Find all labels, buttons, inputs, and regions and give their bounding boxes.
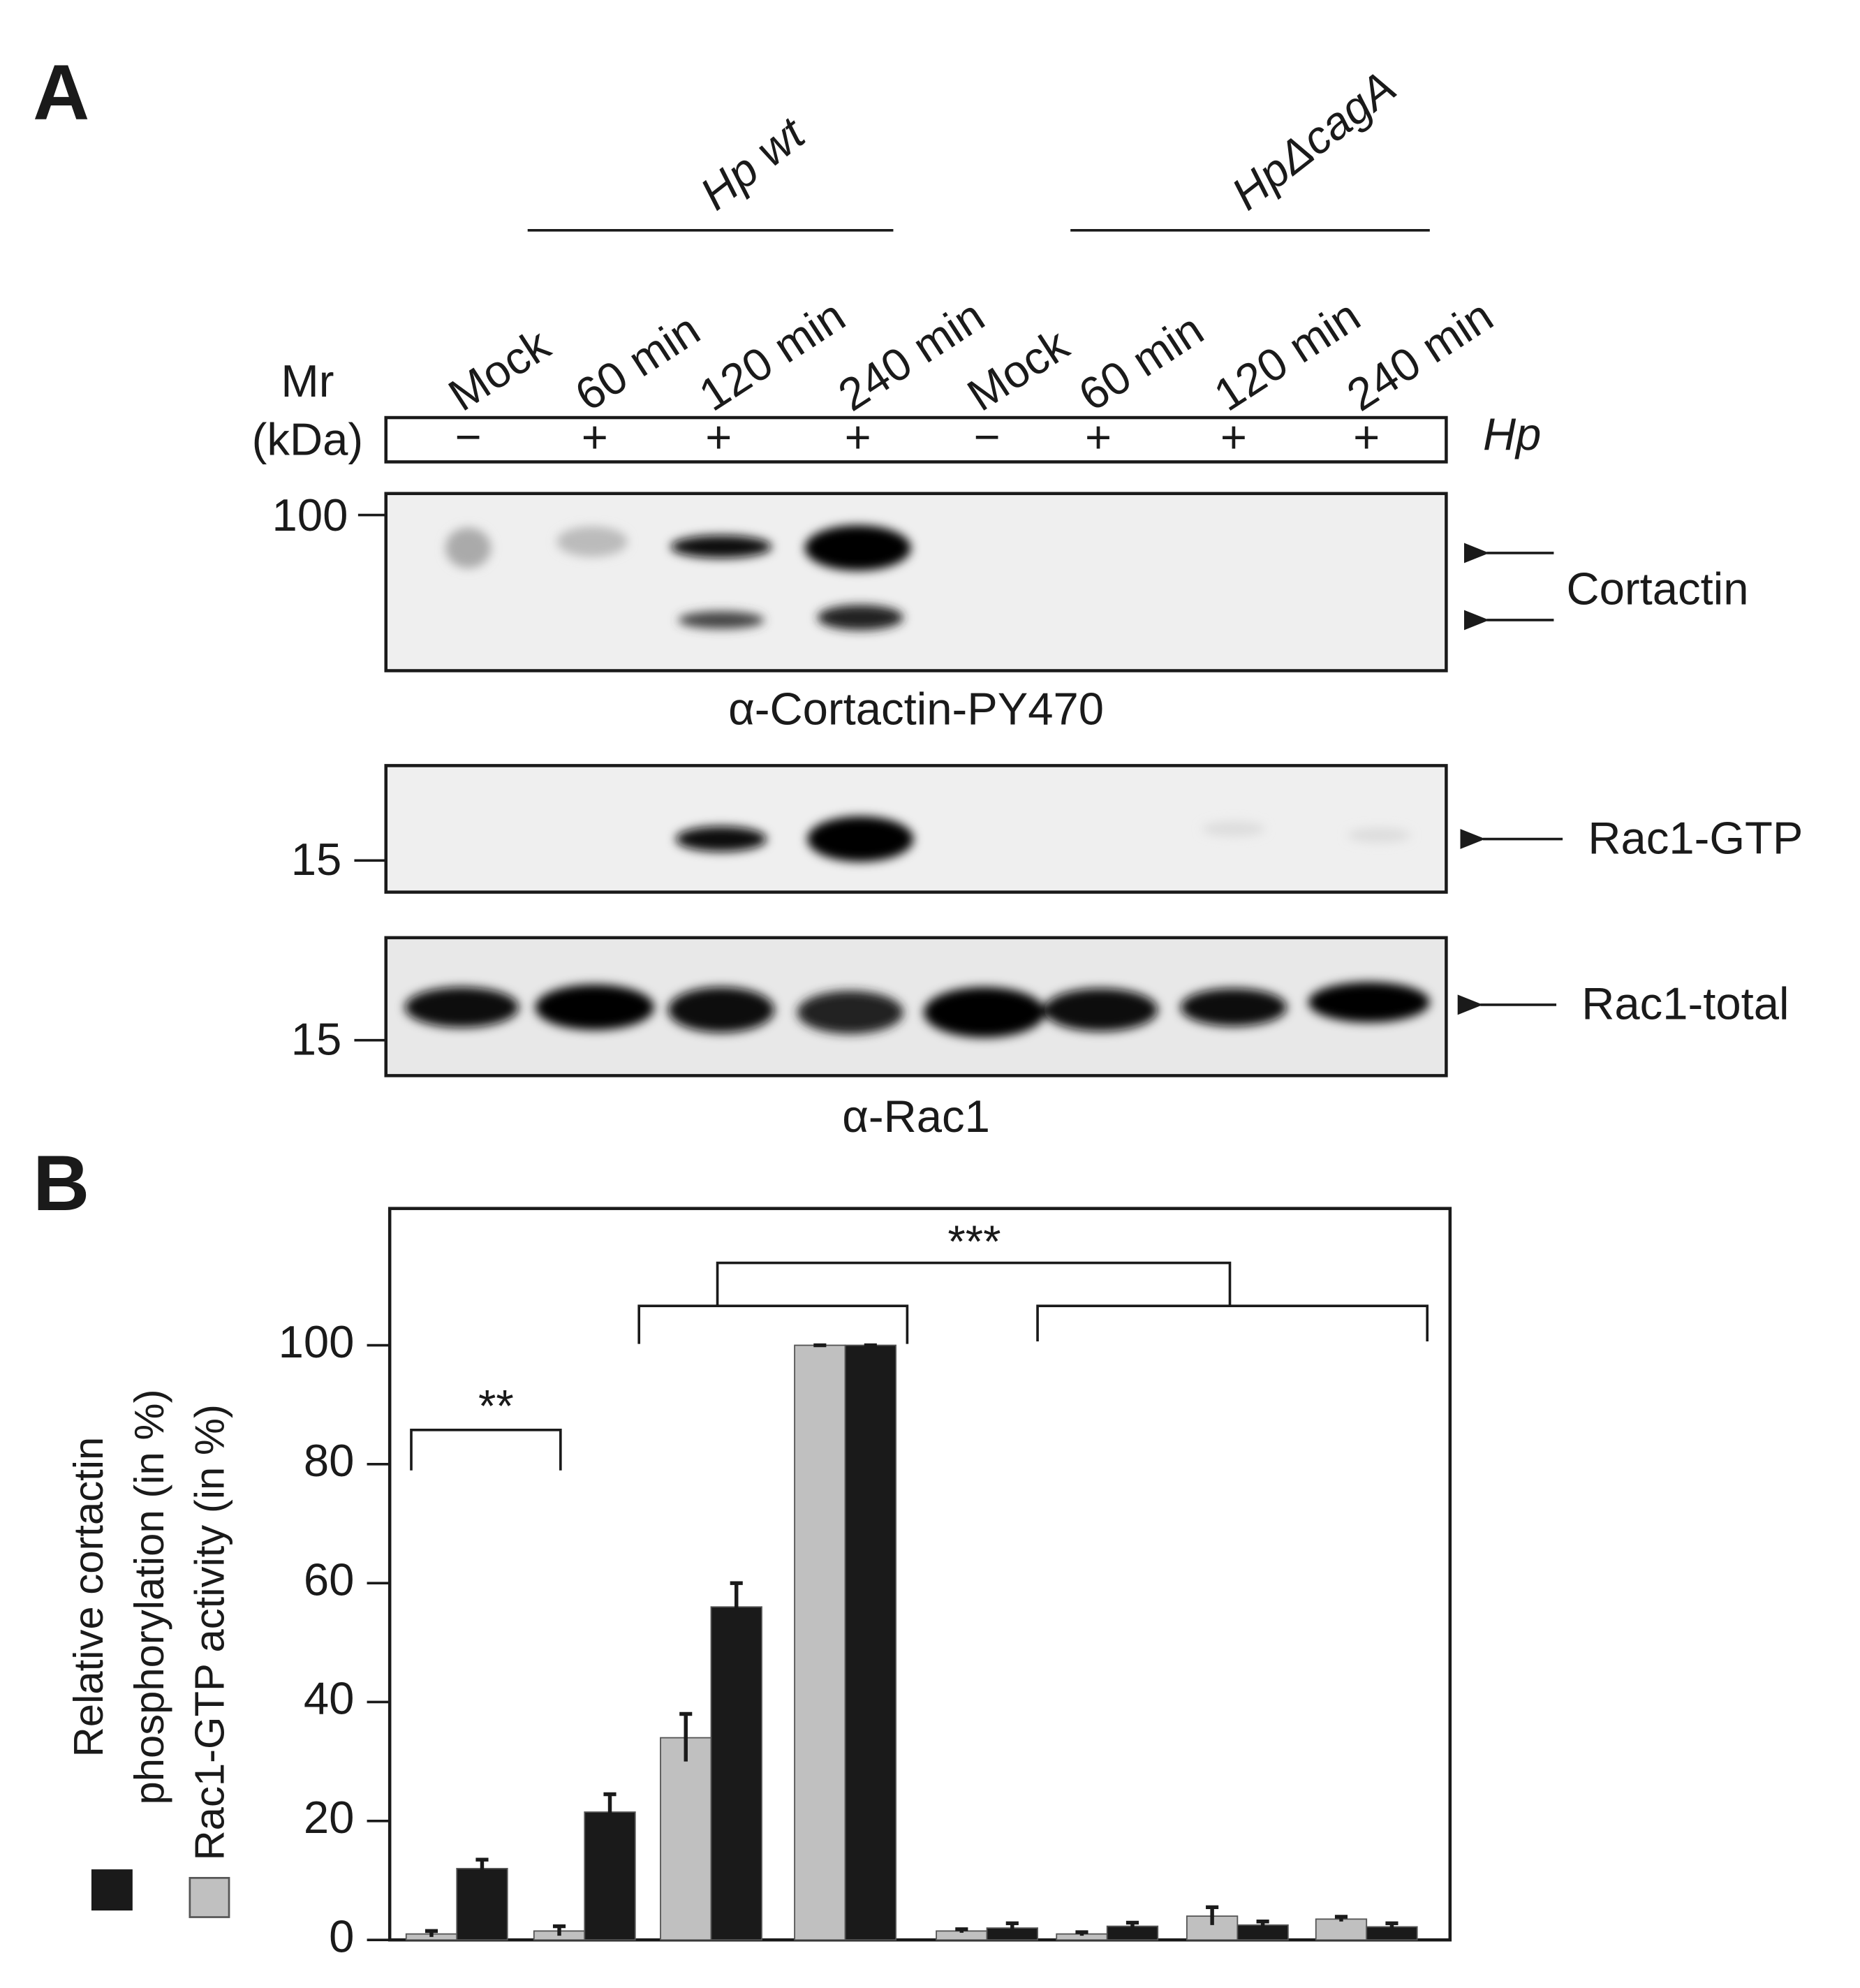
hp-sign: − [455, 411, 481, 462]
significance-bracket [637, 1304, 909, 1344]
y-tick-label: 60 [304, 1554, 355, 1605]
hp-sign: − [974, 411, 1001, 462]
mr-marker: 15 [291, 1014, 342, 1065]
sign-box [384, 415, 1448, 464]
y-tick-label: 100 [279, 1316, 355, 1367]
error-bar [1125, 1920, 1139, 1930]
bar [844, 1344, 896, 1941]
y-tick-label: 40 [304, 1673, 355, 1724]
plot-frame [388, 1207, 1452, 1942]
hp-sign: + [1085, 411, 1112, 462]
legend-swatch [91, 1869, 133, 1911]
error-bar [552, 1924, 566, 1936]
y-tick-label: 20 [304, 1792, 355, 1843]
significance-bracket [410, 1428, 562, 1471]
target-label: Rac1-GTP [1588, 812, 1803, 863]
error-bar [1206, 1905, 1219, 1925]
y-axis-label: Rac1-GTP activity (in %) [186, 1404, 232, 1860]
hp-sign: + [705, 411, 732, 462]
antibody-label: α-Cortactin-PY470 [728, 684, 1104, 735]
y-axis-label-text: Relative cortactin phosphorylation (in %… [64, 1389, 172, 1805]
error-bar [730, 1581, 743, 1631]
blot-rac1-gtp [354, 764, 1448, 894]
target-label: Cortactin [1567, 563, 1749, 614]
error-bar [475, 1857, 489, 1878]
blot-cortactin [357, 492, 1448, 672]
bar [660, 1737, 712, 1941]
error-bar [679, 1711, 693, 1762]
hp-sign: + [845, 411, 871, 462]
bar [710, 1606, 762, 1941]
bar [456, 1868, 508, 1941]
mr-label: Mr [281, 355, 334, 406]
hp-sign: + [1220, 411, 1247, 462]
hp-sign: + [1353, 411, 1380, 462]
panel-label: B [33, 1139, 89, 1227]
significance-bracket [716, 1261, 1232, 1306]
panel-label: A [33, 48, 89, 136]
legend-swatch [189, 1876, 230, 1918]
error-bar [603, 1792, 617, 1830]
blot-rac1-total [354, 936, 1448, 1077]
bar [794, 1344, 846, 1941]
error-bar [1385, 1921, 1398, 1931]
y-axis-label: Relative cortactin phosphorylation (in %… [64, 1389, 172, 1805]
error-bar [1256, 1920, 1269, 1929]
mr-label: (kDa) [252, 414, 363, 465]
bar [584, 1811, 636, 1941]
error-bar [1075, 1930, 1088, 1936]
error-bar [1334, 1915, 1348, 1922]
significance-bracket [1036, 1304, 1429, 1341]
hp-sign: + [582, 411, 608, 462]
significance: ** [478, 1380, 514, 1431]
antibody-label: α-Rac1 [842, 1091, 990, 1142]
significance: *** [947, 1216, 1001, 1267]
hp-label: Hp [1483, 408, 1541, 459]
error-bar [1005, 1921, 1019, 1933]
error-bar [425, 1929, 438, 1937]
error-bar [955, 1927, 968, 1933]
y-tick-label: 0 [329, 1910, 354, 1961]
bar [1315, 1918, 1368, 1941]
mr-marker: 15 [291, 834, 342, 885]
mr-marker: 100 [272, 489, 348, 540]
y-tick-label: 80 [304, 1435, 355, 1486]
target-label: Rac1-total [1581, 978, 1789, 1029]
